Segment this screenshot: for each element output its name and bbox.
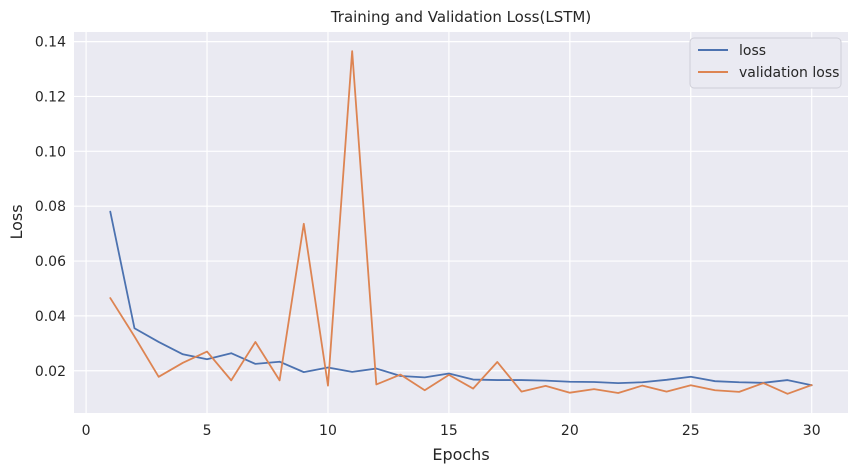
- legend-label-validation-loss: validation loss: [739, 65, 839, 81]
- series-line-loss: [109, 210, 813, 387]
- chart-title: Training and Validation Loss(LSTM): [330, 8, 591, 26]
- y-tick-label: 0.14: [35, 35, 66, 51]
- x-tick-label: 30: [803, 423, 821, 439]
- x-tick-label: 20: [561, 423, 579, 439]
- plot-area: [74, 32, 848, 413]
- x-axis-label: Epochs: [432, 445, 489, 464]
- series-line-validation-loss: [109, 50, 813, 395]
- legend: loss validation loss: [689, 37, 842, 89]
- grid-lines: [74, 32, 848, 413]
- y-tick-label: 0.12: [35, 89, 66, 105]
- x-tick-label: 25: [682, 423, 700, 439]
- y-tick-label: 0.02: [35, 364, 66, 380]
- y-tick-label: 0.06: [35, 254, 66, 270]
- y-tick-labels: 0.02 0.04 0.06 0.08 0.10 0.12 0.14: [35, 35, 66, 380]
- y-tick-label: 0.10: [35, 144, 66, 160]
- x-tick-label: 15: [440, 423, 458, 439]
- x-tick-label: 5: [203, 423, 212, 439]
- legend-label-loss: loss: [739, 43, 766, 59]
- y-tick-label: 0.08: [35, 199, 66, 215]
- x-tick-label: 0: [82, 423, 91, 439]
- x-tick-labels: 0 5 10 15 20 25 30: [82, 423, 821, 439]
- y-axis-label: Loss: [7, 204, 26, 239]
- series-lines: [109, 50, 813, 395]
- x-tick-label: 10: [319, 423, 337, 439]
- y-tick-label: 0.04: [35, 309, 66, 325]
